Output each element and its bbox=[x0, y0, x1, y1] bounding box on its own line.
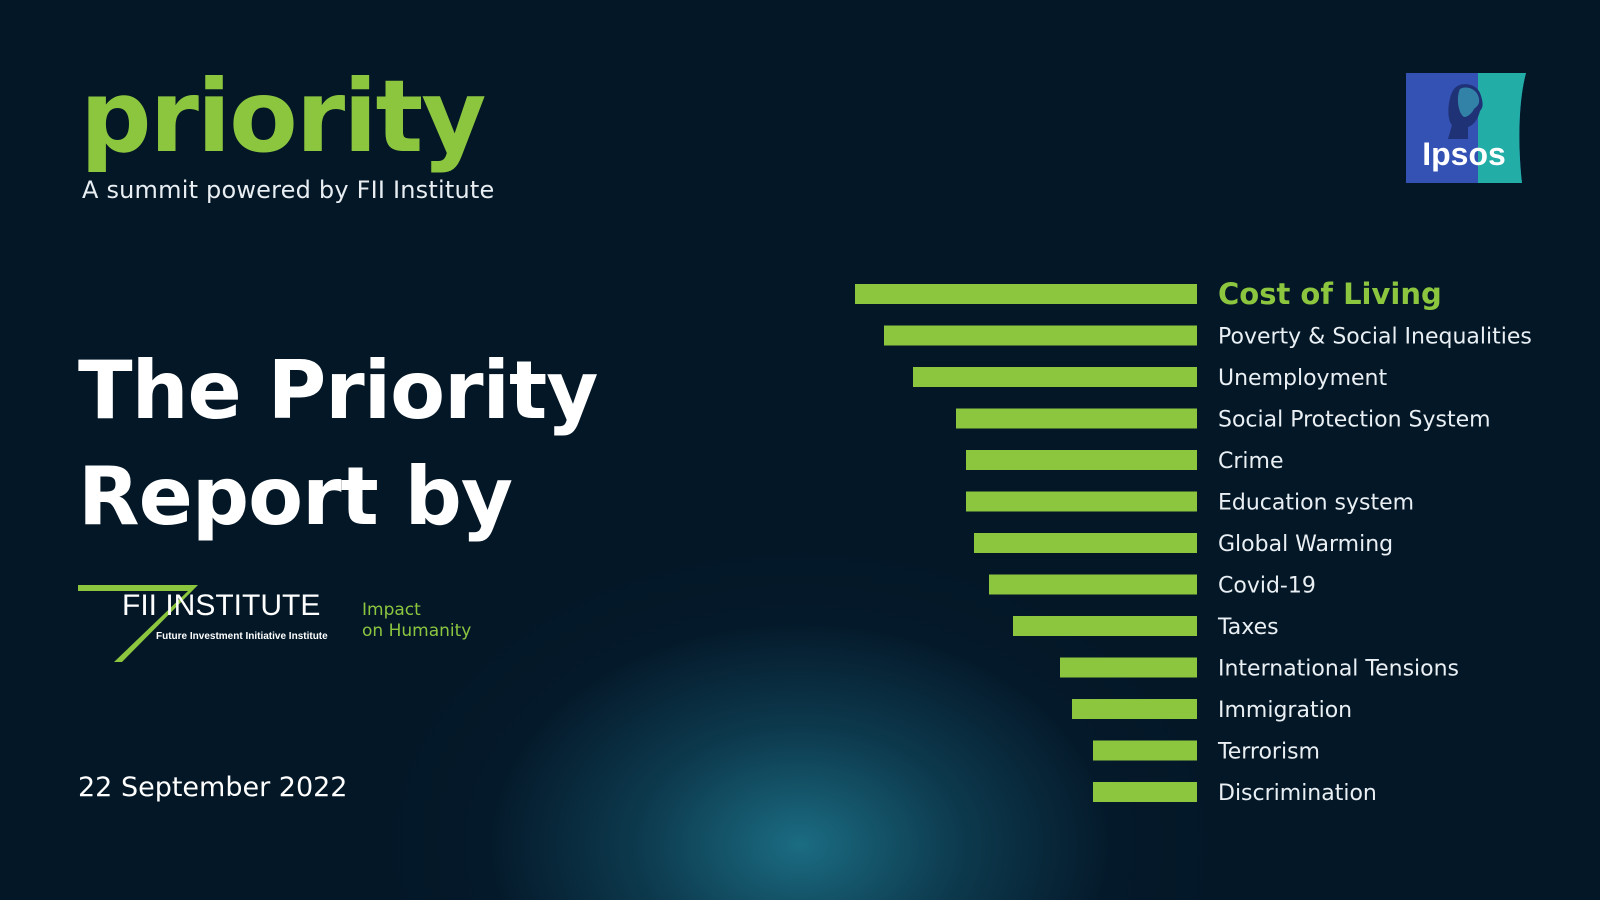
page-title: The Priority Report by bbox=[78, 338, 678, 550]
ipsos-head-icon bbox=[1448, 84, 1483, 139]
bar-global-warming bbox=[974, 533, 1197, 553]
title-line-2: Report by bbox=[78, 450, 513, 543]
bar-label: Crime bbox=[1218, 449, 1283, 474]
bar-label: Unemployment bbox=[1218, 366, 1387, 391]
ipsos-logo: Ipsos bbox=[1406, 73, 1526, 183]
bar-label: Poverty & Social Inequalities bbox=[1218, 325, 1532, 350]
bar-label: Discrimination bbox=[1218, 781, 1377, 806]
bar-social-protection-system bbox=[956, 408, 1197, 429]
bar-label: Education system bbox=[1218, 491, 1414, 516]
title-line-1: The Priority bbox=[78, 344, 598, 437]
bar-taxes bbox=[1013, 616, 1197, 636]
fii-logo-main: FII INSTITUTE bbox=[122, 589, 320, 622]
bar-label: Covid-19 bbox=[1218, 574, 1316, 599]
brand-subtitle: A summit powered by FII Institute bbox=[82, 176, 495, 204]
bar-poverty-social-inequalities bbox=[884, 325, 1197, 346]
bar-label: Terrorism bbox=[1217, 740, 1320, 765]
bar-label: Cost of Living bbox=[1218, 277, 1442, 311]
bar-crime bbox=[966, 450, 1197, 470]
fii-tagline: Impact on Humanity bbox=[362, 600, 471, 642]
bar-label: Social Protection System bbox=[1218, 408, 1491, 433]
bar-unemployment bbox=[913, 367, 1197, 387]
bar-discrimination bbox=[1093, 782, 1197, 802]
priority-logo: priority bbox=[80, 58, 486, 175]
fii-tagline-2: on Humanity bbox=[362, 621, 472, 641]
bar-covid-19 bbox=[989, 574, 1197, 595]
bar-terrorism bbox=[1093, 740, 1197, 761]
fii-tagline-1: Impact bbox=[362, 600, 421, 620]
bar-immigration bbox=[1072, 699, 1197, 719]
report-date: 22 September 2022 bbox=[78, 772, 348, 803]
brand-block: priority A summit powered by FII Institu… bbox=[80, 58, 520, 205]
bar-label: International Tensions bbox=[1218, 657, 1459, 682]
bar-label: Immigration bbox=[1218, 698, 1352, 723]
bar-label: Global Warming bbox=[1218, 532, 1393, 557]
fii-logo-sub: Future Investment Initiative Institute bbox=[156, 631, 328, 642]
bar-education-system bbox=[966, 491, 1197, 512]
bar-cost-of-living bbox=[855, 284, 1197, 304]
bar-international-tensions bbox=[1060, 657, 1197, 678]
bar-label: Taxes bbox=[1217, 615, 1279, 640]
fii-institute-logo: FII INSTITUTE Future Investment Initiati… bbox=[78, 585, 328, 662]
ipsos-logo-text: Ipsos bbox=[1422, 136, 1506, 172]
